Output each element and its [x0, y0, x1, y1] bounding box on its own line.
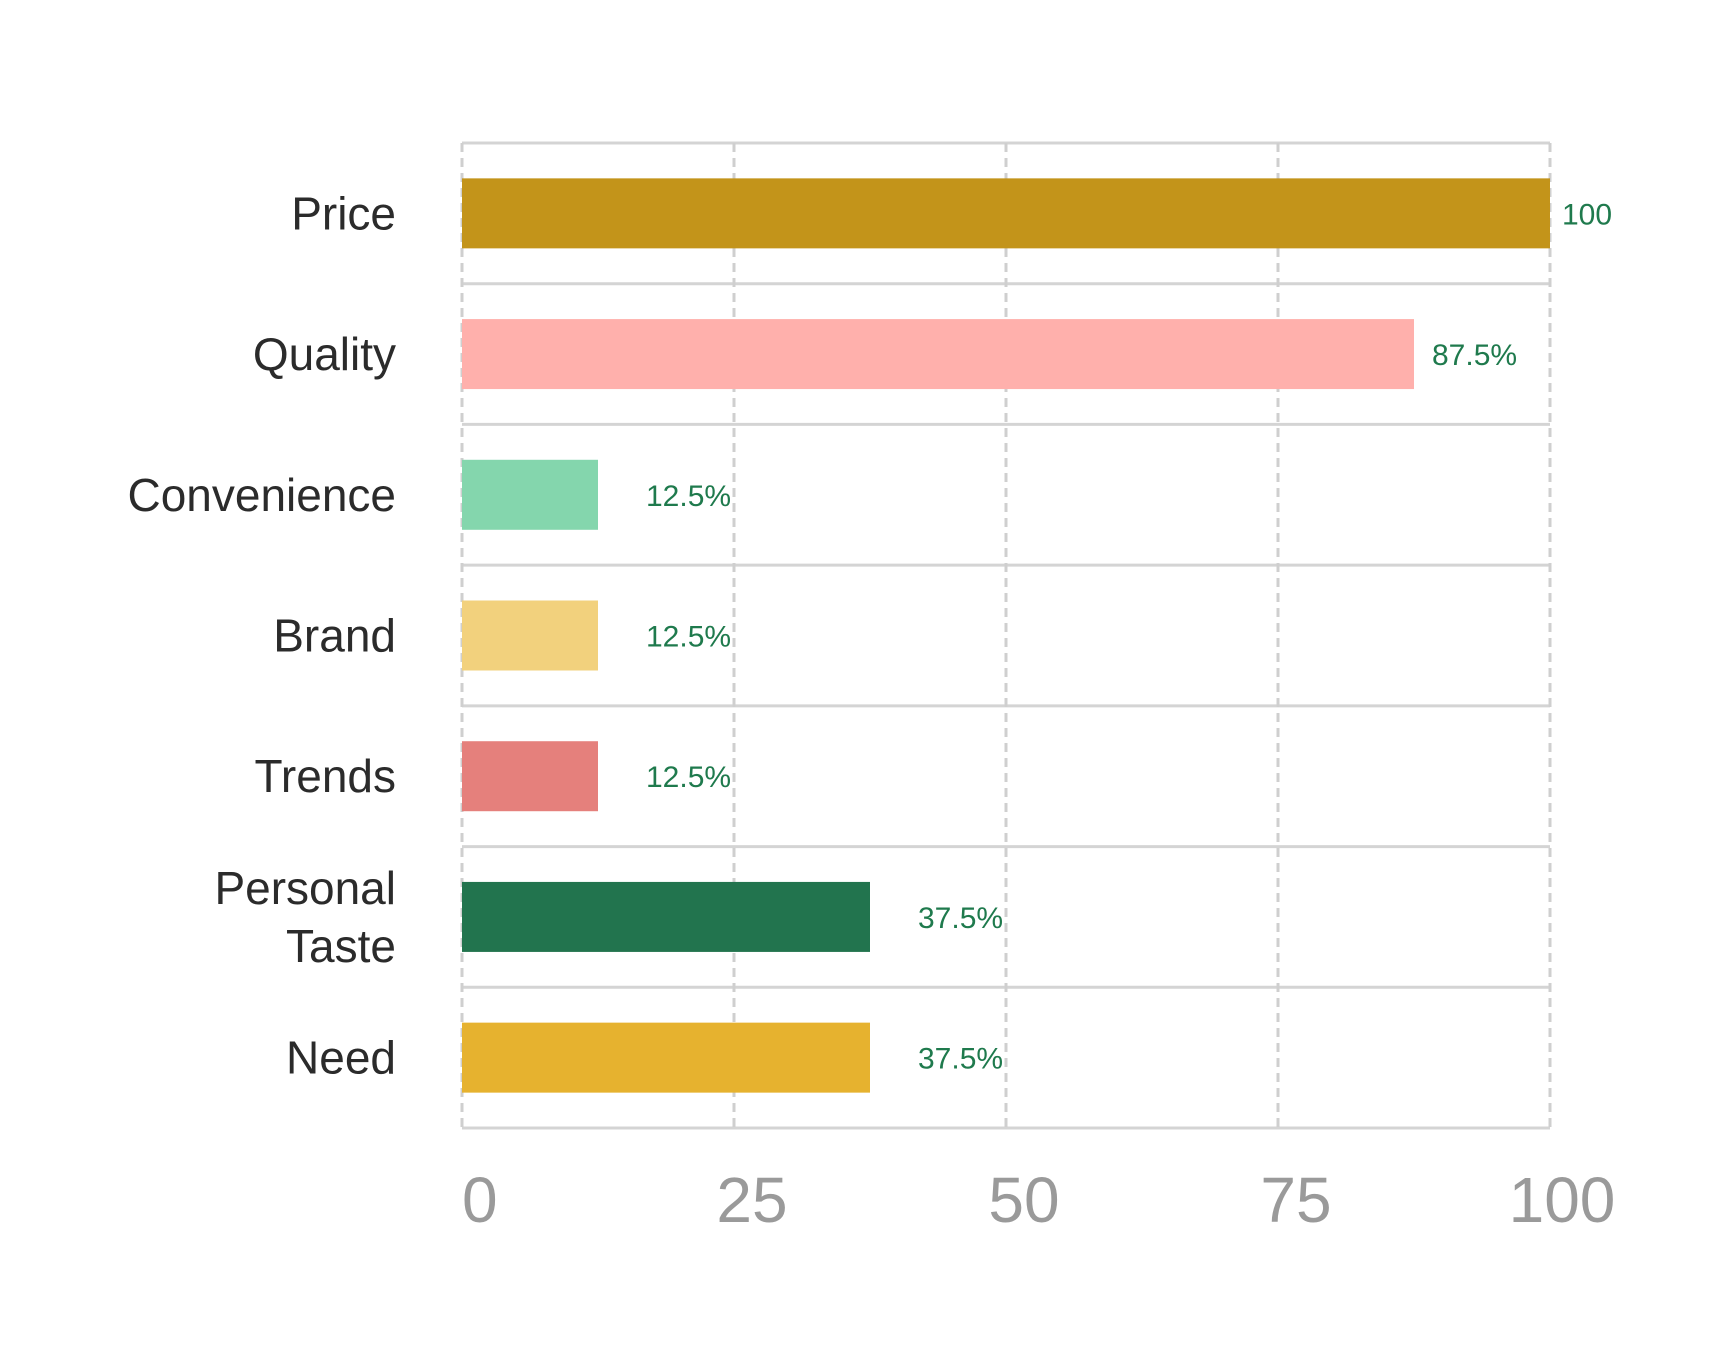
bars [462, 178, 1550, 1093]
data-label: 37.5% [918, 1043, 1003, 1076]
x-axis-ticks: 0 25 50 75 100 [462, 1164, 1615, 1236]
grid [460, 141, 1552, 1130]
data-label: 37.5% [918, 902, 1003, 935]
bar [462, 600, 598, 671]
x-tick-label: 0 [462, 1164, 498, 1236]
bar [462, 459, 598, 530]
category-label: Trends [255, 750, 396, 802]
bar [462, 741, 598, 812]
x-tick-label: 75 [1260, 1164, 1331, 1236]
data-label: 12.5% [646, 761, 731, 794]
x-tick-label: 50 [988, 1164, 1059, 1236]
category-label: Taste [286, 920, 396, 972]
bar [462, 1022, 870, 1093]
category-label: Brand [273, 610, 396, 662]
bar [462, 178, 1550, 249]
bar [462, 881, 870, 952]
category-labels: Price Quality Convenience Brand Trends Person… [127, 187, 396, 1083]
x-tick-label: 25 [716, 1164, 787, 1236]
data-labels: 100 87.5% 12.5% 12.5% 12.5% 37.5% 37.5% [646, 198, 1612, 1075]
category-label: Need [286, 1032, 396, 1084]
category-label: Convenience [127, 469, 396, 521]
data-label: 12.5% [646, 621, 731, 654]
data-label: 100 [1562, 198, 1612, 231]
bar [462, 319, 1414, 390]
category-label: Quality [253, 328, 396, 380]
data-label: 87.5% [1432, 339, 1517, 372]
data-label: 12.5% [646, 480, 731, 513]
x-tick-label: 100 [1509, 1164, 1616, 1236]
category-label: Personal [214, 862, 396, 914]
category-label: Price [291, 187, 396, 239]
